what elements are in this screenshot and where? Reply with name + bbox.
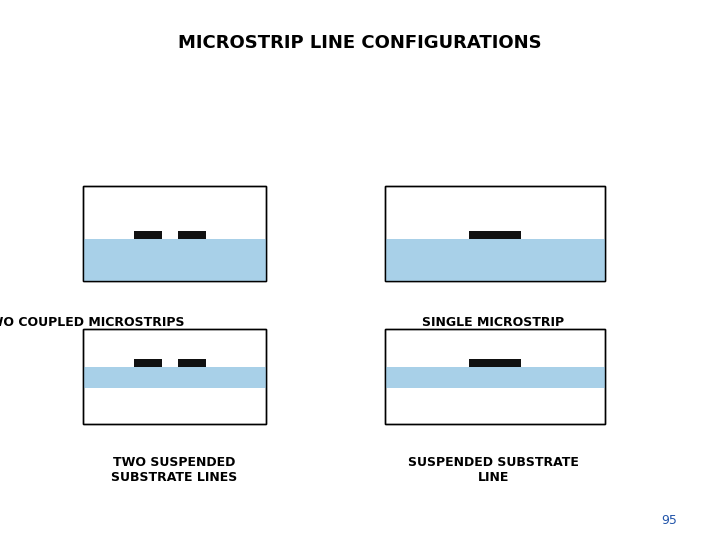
Text: SINGLE MICROSTRIP: SINGLE MICROSTRIP: [422, 316, 564, 329]
Bar: [83, 186, 266, 281]
Bar: [83, 367, 266, 388]
Text: MICROSTRIP LINE CONFIGURATIONS: MICROSTRIP LINE CONFIGURATIONS: [178, 34, 542, 52]
Bar: [83, 186, 266, 281]
Bar: [179, 231, 206, 239]
Text: TWO SUSPENDED
SUBSTRATE LINES: TWO SUSPENDED SUBSTRATE LINES: [111, 456, 238, 484]
Bar: [385, 329, 605, 424]
Bar: [134, 359, 162, 367]
Bar: [469, 231, 521, 239]
Bar: [385, 239, 605, 281]
Bar: [83, 239, 266, 281]
Bar: [385, 367, 605, 388]
Text: TWO COUPLED MICROSTRIPS: TWO COUPLED MICROSTRIPS: [0, 316, 184, 329]
Bar: [179, 359, 206, 367]
Bar: [469, 359, 521, 367]
Text: 95: 95: [662, 514, 678, 526]
Bar: [134, 231, 162, 239]
Bar: [83, 329, 266, 424]
Bar: [385, 186, 605, 281]
Text: SUSPENDED SUBSTRATE
LINE: SUSPENDED SUBSTRATE LINE: [408, 456, 579, 484]
Bar: [385, 186, 605, 281]
Bar: [83, 329, 266, 424]
Bar: [385, 329, 605, 424]
